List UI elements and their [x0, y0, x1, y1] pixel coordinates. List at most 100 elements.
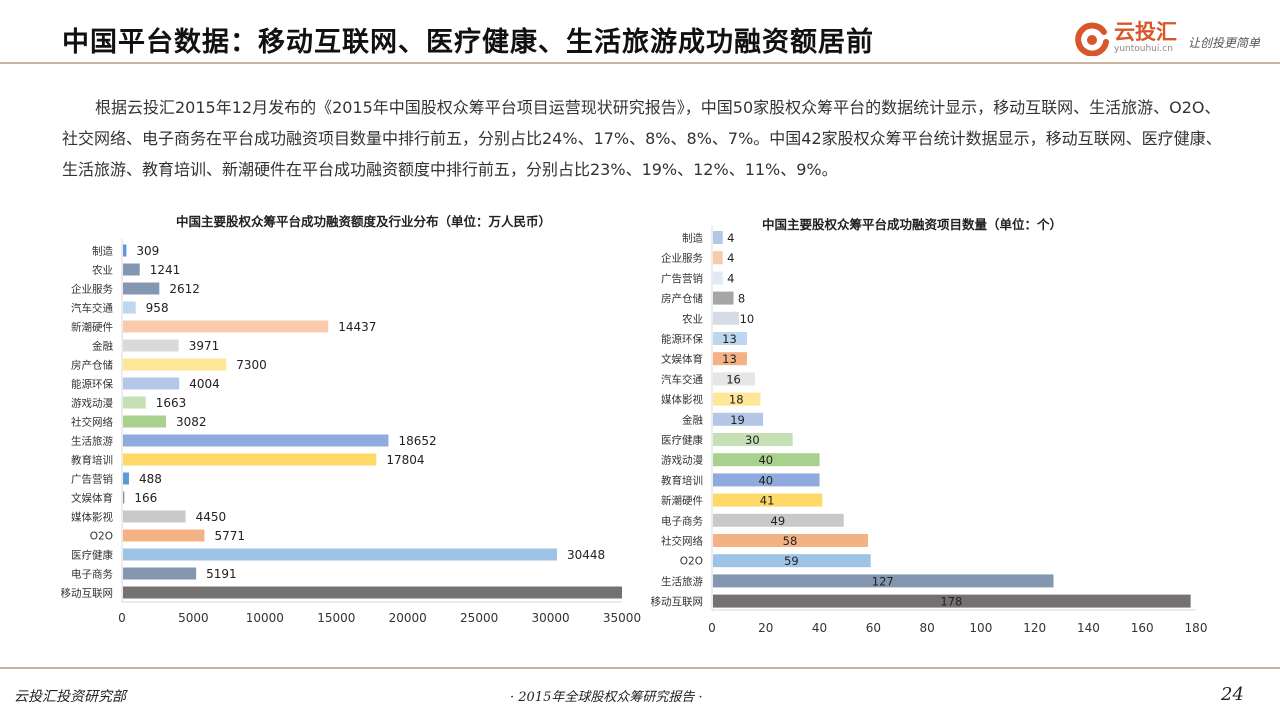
- chart-2-category-label: 广告营销: [661, 272, 703, 285]
- chart-2-bar: [713, 453, 820, 467]
- chart-1-bar: [123, 244, 127, 257]
- chart-2-value-label: 4: [727, 271, 734, 285]
- chart-2-value-label: 41: [760, 494, 775, 508]
- chart-2-bar: [713, 311, 739, 325]
- chart-1-value-label: 18652: [398, 434, 436, 448]
- footer-report-name: · 2015年全球股权众筹研究报告 ·: [510, 690, 703, 705]
- chart-1-category-label: 农业: [92, 264, 113, 277]
- chart-1-category-label: 汽车交通: [71, 302, 113, 315]
- chart-1-value-label: 5771: [214, 529, 245, 543]
- chart-2-value-label: 40: [758, 473, 773, 487]
- chart-2-bar: [713, 352, 747, 366]
- chart-2-bar: [713, 493, 823, 507]
- logo-name: 云投汇: [1114, 20, 1177, 44]
- chart-2-bar: [713, 473, 820, 487]
- chart-1-category-label: 媒体影视: [71, 511, 113, 524]
- chart-2-bar: [713, 534, 868, 547]
- chart-2-value-label: 16: [726, 372, 741, 386]
- chart-2-value-label: 178: [940, 595, 962, 609]
- footer-department: 云投汇投资研究部: [14, 689, 126, 705]
- chart-2-category-label: 房产仓储: [661, 292, 703, 305]
- chart-1-value-label: 4004: [189, 377, 220, 391]
- chart-1-category-label: 社交网络: [71, 416, 113, 429]
- chart-1-bar: [123, 396, 146, 409]
- chart-2-category-label: 社交网络: [661, 535, 703, 548]
- chart-2-category-label: 金融: [682, 413, 703, 426]
- chart-1-value-label: 488: [139, 472, 162, 486]
- chart-2-bar: [713, 513, 844, 527]
- chart-2-bar: [713, 594, 1191, 608]
- chart-2-x-tick-label: 80: [919, 621, 934, 635]
- chart-1-value-label: 3082: [176, 415, 207, 429]
- chart-2-value-label: 4: [727, 251, 734, 265]
- chart-2-bar: [713, 554, 871, 568]
- chart-2-value-label: 8: [738, 292, 745, 306]
- chart-2-category-label: 农业: [682, 312, 703, 325]
- chart-1-value-label: 1663: [156, 396, 187, 410]
- chart-1-category-label: 金融: [92, 340, 113, 353]
- chart-2-category-label: 能源环保: [661, 333, 703, 346]
- chart-1-value-label: 17804: [386, 453, 424, 467]
- chart-2-x-tick-label: 180: [1185, 621, 1208, 635]
- chart-1-x-tick-label: 0: [118, 611, 126, 625]
- chart-1-title: 中国主要股权众筹平台成功融资额度及行业分布（单位：万人民币）: [176, 214, 552, 229]
- chart-1-category-label: 生活旅游: [71, 435, 113, 448]
- chart-1-bar: [123, 453, 377, 466]
- chart-1-bar: [123, 491, 125, 504]
- chart-1-category-label: 广告营销: [71, 473, 113, 486]
- chart-2-value-label: 127: [872, 574, 894, 588]
- chart-2-category-label: O2O: [680, 556, 703, 568]
- chart-2-category-label: 电子商务: [661, 514, 703, 527]
- chart-1-category-label: 游戏动漫: [71, 397, 113, 410]
- chart-2-category-label: 教育培训: [661, 474, 703, 487]
- chart-1-category-label: 新潮硬件: [71, 321, 113, 334]
- chart-1-x-tick-label: 30000: [531, 611, 569, 625]
- logo-slogan: 让创投更简单: [1188, 36, 1261, 50]
- chart-1-bar: [123, 320, 329, 333]
- chart-2-value-label: 49: [771, 514, 786, 528]
- brand-logo[interactable]: 云投汇 yuntouhui.cn 让创投更简单: [1074, 16, 1274, 60]
- chart-1-category-label: 文娱体育: [71, 492, 113, 505]
- logo-url: yuntouhui.cn: [1114, 44, 1173, 54]
- chart-2-x-tick-label: 20: [758, 621, 773, 635]
- chart-2-value-label: 40: [758, 453, 773, 467]
- chart-1-bar: [123, 586, 622, 599]
- chart-1-bar: [123, 263, 140, 276]
- chart-2-category-label: 文娱体育: [661, 353, 703, 366]
- chart-2-value-label: 4: [727, 231, 734, 245]
- chart-1-bar: [123, 472, 129, 485]
- chart-2-value-label: 19: [730, 413, 745, 427]
- chart-2-bar: [713, 372, 756, 386]
- chart-1-category-label: 能源环保: [71, 378, 113, 391]
- chart-2-category-label: 游戏动漫: [661, 454, 703, 467]
- chart-2-bar: [713, 574, 1054, 588]
- chart-1-value-label: 2612: [169, 282, 200, 296]
- chart-1-bar: [123, 548, 557, 561]
- chart-1-bar: [123, 282, 160, 295]
- chart-1-x-tick-label: 15000: [317, 611, 355, 625]
- chart-1-x-tick-label: 35000: [603, 611, 641, 625]
- chart-2-value-label: 58: [783, 534, 798, 548]
- chart-2-bar: [713, 251, 723, 265]
- chart-2-value-label: 13: [722, 332, 737, 346]
- chart-1-value-label: 30448: [567, 548, 605, 562]
- chart-2-bar: [713, 291, 734, 305]
- chart-1-category-label: 移动互联网: [61, 587, 114, 600]
- summary-paragraph: 根据云投汇2015年12月发布的《2015年中国股权众筹平台项目运营现状研究报告…: [62, 98, 1222, 179]
- chart-2-category-label: 移动互联网: [651, 595, 704, 608]
- chart-2-category-label: 医疗健康: [661, 434, 703, 447]
- chart-1-bar: [123, 434, 389, 447]
- footer-divider: [0, 667, 1280, 669]
- chart-2-category-label: 新潮硬件: [661, 494, 703, 507]
- chart-2-x-tick-label: 40: [812, 621, 827, 635]
- chart-2-title: 中国主要股权众筹平台成功融资项目数量（单位：个）: [762, 217, 1063, 232]
- chart-1-category-label: 企业服务: [71, 283, 113, 296]
- chart-2-category-label: 制造: [682, 232, 703, 245]
- chart-2-category-label: 生活旅游: [661, 575, 703, 588]
- chart-1-bar: [123, 358, 227, 371]
- logo-icon: [1075, 22, 1109, 56]
- chart-2-category-label: 媒体影视: [661, 393, 703, 406]
- chart-1-value-label: 7300: [236, 358, 267, 372]
- chart-2-bar: [713, 271, 723, 285]
